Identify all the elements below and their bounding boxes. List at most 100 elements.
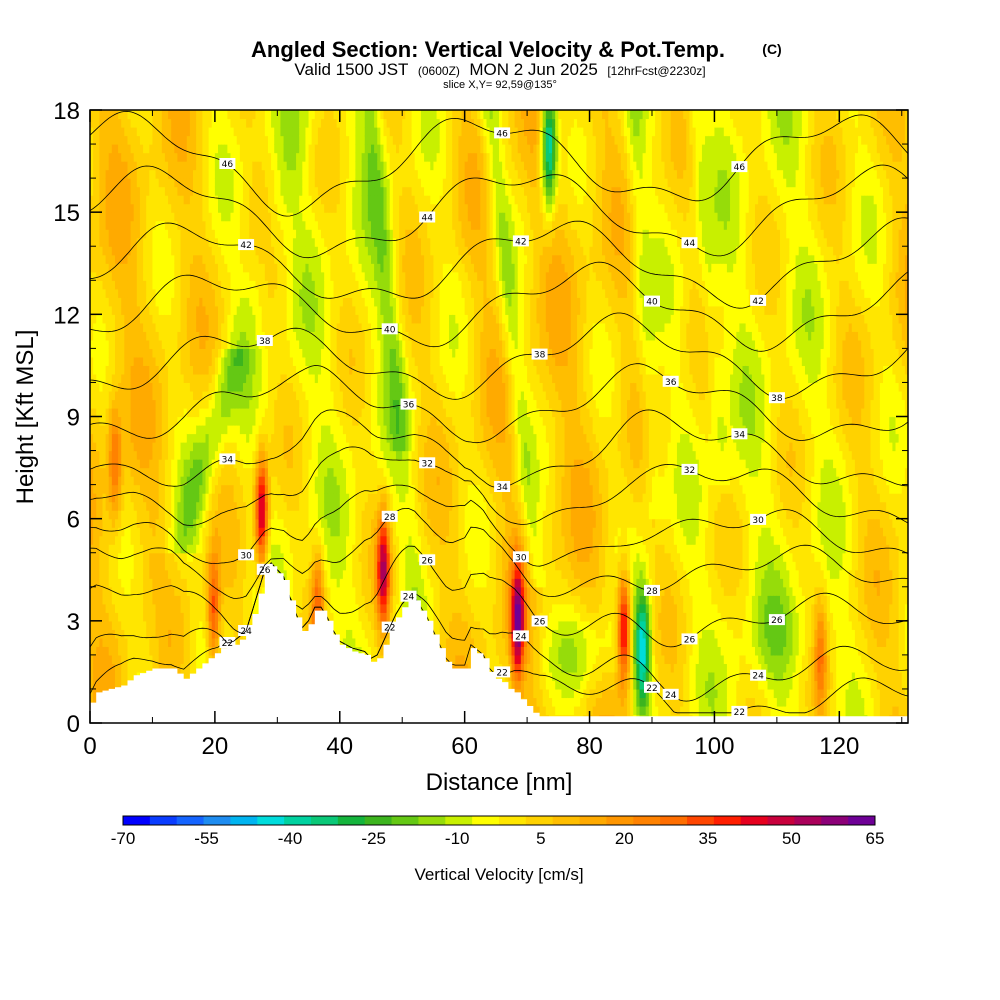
subtitle-valid: Valid 1500 JST [294,60,408,79]
isentrope-label: 26 [684,635,696,645]
x-tick-label: 100 [694,733,734,760]
isentrope-label: 40 [646,298,658,308]
colorbar-tick-label: -55 [194,829,219,848]
y-tick-label: 3 [67,609,80,636]
isentrope-label: 42 [752,297,763,307]
colorbar-tick-label: -10 [445,829,470,848]
colorbar-tick-label: -25 [361,829,386,848]
colorbar-swatch [365,816,392,825]
colorbar-swatch [445,816,472,825]
y-tick-label: 12 [53,302,80,329]
x-tick-label: 20 [202,733,229,760]
x-tick-label: 40 [326,733,353,760]
colorbar-tick-label: -70 [111,829,136,848]
colorbar-swatch [660,816,687,825]
colorbar-swatch [794,816,821,825]
isentrope-label: 34 [734,430,746,440]
subtitle-forecast: [12hrFcst@2230z] [607,64,705,78]
colorbar-swatch [741,816,768,825]
x-tick-label: 80 [576,733,603,760]
isentrope-label: 22 [496,668,507,678]
isentrope-label: 36 [665,378,677,388]
colorbar-swatch [311,816,338,825]
colorbar-swatch [768,816,795,825]
isentrope-label: 26 [421,556,433,566]
colorbar-swatch [177,816,204,825]
isentrope-label: 40 [384,325,396,335]
subtitle-date: MON 2 Jun 2025 [469,60,598,79]
colorbar-swatch [633,816,660,825]
subtitle-utc: (0600Z) [418,64,460,78]
colorbar-tick-label: 20 [615,829,634,848]
isentrope-label: 46 [496,129,508,139]
y-tick-label: 9 [67,405,80,432]
y-tick-label: 0 [67,711,80,738]
colorbar-tick-label: 50 [782,829,801,848]
y-tick-label: 6 [67,507,80,534]
isentrope-label: 30 [240,551,252,561]
x-tick-label: 120 [819,733,859,760]
isentrope-label: 46 [734,163,746,173]
colorbar-swatch [606,816,633,825]
colorbar-swatch [714,816,741,825]
colorbar-swatch [580,816,607,825]
colorbar-swatch [821,816,848,825]
colorbar-swatch [338,816,365,825]
isentrope-label: 36 [403,401,415,411]
colorbar-swatch [230,816,257,825]
x-axis-title: Distance [nm] [426,769,573,796]
y-tick-label: 15 [53,200,80,227]
isentrope-label: 24 [515,632,527,642]
isentrope-label: 34 [496,483,508,493]
colorbar-swatch [472,816,499,825]
colorbar-tick-label: 5 [536,829,545,848]
isentrope-label: 44 [421,214,433,224]
x-tick-label: 0 [83,733,96,760]
colorbar-swatch [204,816,231,825]
colorbar-tick-label: 35 [698,829,717,848]
isentrope-label: 26 [771,616,783,626]
isentrope-label: 34 [222,455,234,465]
isentrope-label: 24 [665,691,677,701]
isentrope-label: 28 [384,513,396,523]
isentrope-label: 32 [684,466,695,476]
colorbar: -70 -55 -40 -25 -10 5 20 35 50 65 [111,816,885,848]
x-tick-label: 60 [451,733,478,760]
colorbar-tick-label: -40 [278,829,303,848]
colorbar-swatch [284,816,311,825]
chart-title: Angled Section: Vertical Velocity & Pot.… [251,37,725,62]
vertical-velocity-cross-section-chart: Angled Section: Vertical Velocity & Pot.… [0,0,1000,1000]
isentrope-label: 44 [684,239,696,249]
chart-slice-info: slice X,Y= 92,59@135° [443,79,557,91]
isentrope-label: 38 [534,351,546,361]
colorbar-tick-label: 65 [866,829,885,848]
colorbar-swatch [526,816,553,825]
isentrope-label: 42 [240,241,251,251]
isentrope-label: 26 [534,618,546,628]
colorbar-title: Vertical Velocity [cm/s] [414,865,583,884]
colorbar-swatch [499,816,526,825]
y-tick-label: 18 [53,98,80,125]
isentrope-label: 22 [646,684,657,694]
isentrope-label: 30 [515,553,527,563]
colorbar-swatch [848,816,875,825]
colorbar-swatch [553,816,580,825]
isentrope-label: 32 [421,459,432,469]
colorbar-swatch [687,816,714,825]
isentrope-label: 46 [222,160,234,170]
colorbar-swatch [257,816,284,825]
y-axis-title: Height [Kft MSL] [12,330,39,505]
chart-title-suffix: (C) [762,41,781,57]
chart-subtitle: Valid 1500 JST (0600Z) MON 2 Jun 2025 [1… [294,60,705,79]
isentrope-label: 38 [771,394,783,404]
colorbar-swatch [123,816,150,825]
isentrope-label: 30 [752,516,764,526]
isentrope-label: 38 [259,337,271,347]
isentrope-label: 42 [515,237,526,247]
isentrope-label: 24 [752,672,764,682]
colorbar-swatch [418,816,445,825]
colorbar-swatch [150,816,177,825]
colorbar-swatch [392,816,419,825]
isentrope-label: 28 [646,587,658,597]
